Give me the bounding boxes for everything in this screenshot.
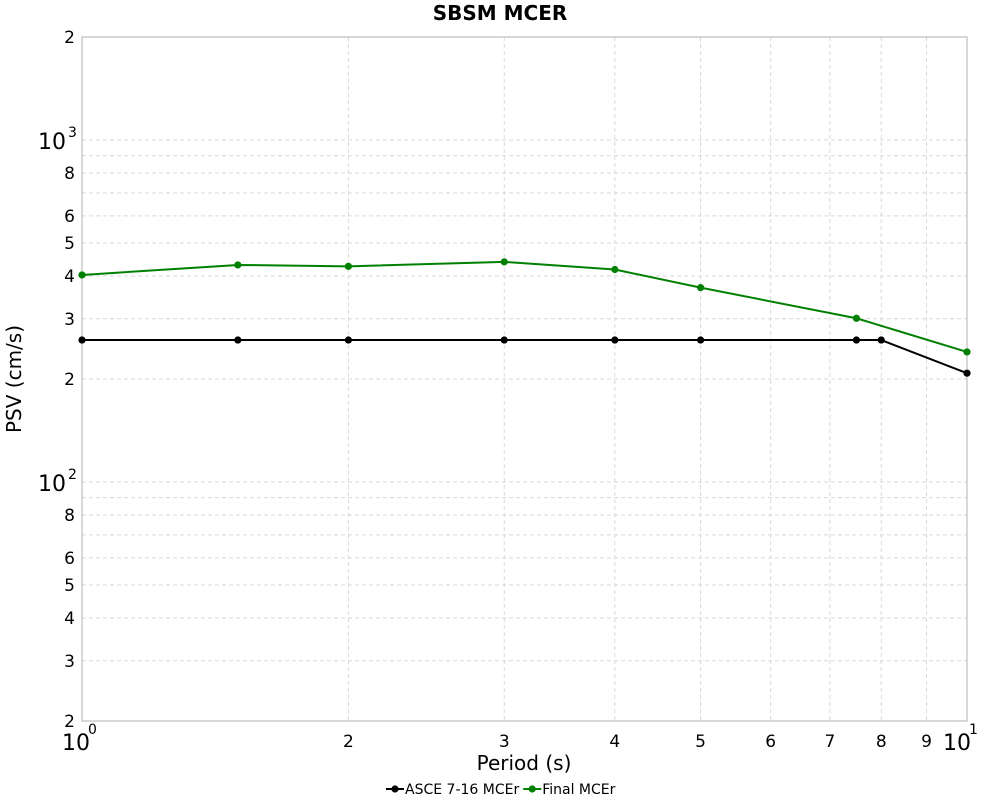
y-tick-label: 6 [64, 549, 75, 569]
x-tick-label: 7 [824, 732, 835, 752]
data-point-asce-7-16-mcer [611, 336, 619, 344]
y-tick-label: 2 [64, 28, 75, 48]
series-layer [78, 258, 971, 377]
data-point-asce-7-16-mcer [963, 369, 971, 377]
x-tick-label-major: 10 [943, 731, 971, 756]
series-line-asce-7-16-mcer [82, 339, 968, 375]
y-tick-label: 4 [64, 267, 75, 287]
y-tick-label: 4 [64, 609, 75, 629]
data-point-asce-7-16-mcer [344, 336, 353, 344]
x-tick-label: 5 [695, 732, 706, 752]
data-point-final-mcer [696, 284, 705, 292]
data-point-asce-7-16-mcer [877, 336, 885, 344]
y-tick-label: 2 [64, 370, 75, 390]
y-tick-label: 6 [64, 207, 75, 227]
x-tick-label-major: 10 [62, 731, 90, 756]
y-tick-label: 3 [64, 652, 75, 672]
x-axis-label: Period (s) [477, 751, 572, 775]
plot-frame [81, 36, 968, 722]
data-point-asce-7-16-mcer [500, 336, 508, 344]
data-point-final-mcer [344, 262, 353, 270]
data-point-final-mcer [963, 348, 971, 356]
data-point-asce-7-16-mcer [234, 336, 242, 344]
x-tick-label: 6 [765, 732, 776, 752]
y-tick-label: 5 [64, 234, 75, 254]
series-line-final-mcer [81, 260, 968, 353]
data-point-final-mcer [500, 258, 508, 266]
chart-title: SBSM MCER [433, 1, 568, 25]
x-tick-label-exponent: 0 [88, 722, 97, 738]
y-tick-label-major: 10 [38, 472, 66, 497]
data-point-asce-7-16-mcer [696, 336, 705, 344]
data-point-asce-7-16-mcer [78, 336, 86, 344]
x-tick-label: 3 [499, 732, 510, 752]
y-tick-label: 2 [64, 712, 75, 732]
y-tick-label: 3 [64, 310, 75, 330]
legend-swatch-marker-final-mcer [528, 785, 536, 793]
x-tick-label-exponent: 1 [969, 722, 978, 738]
legend-label-asce-7-16-mcer: ASCE 7-16 MCEr [405, 782, 519, 798]
y-tick-label: 5 [64, 576, 75, 596]
legend: ASCE 7-16 MCEr Final MCEr [386, 782, 616, 798]
data-point-final-mcer [78, 271, 86, 279]
y-axis-label: PSV (cm/s) [2, 325, 26, 433]
x-tick-label: 2 [343, 732, 354, 752]
y-tick-label-exponent: 2 [68, 467, 77, 483]
data-point-final-mcer [852, 314, 861, 322]
x-tick-label: 4 [609, 732, 620, 752]
x-tick-label: 8 [876, 732, 887, 752]
y-tick-label: 8 [64, 506, 75, 526]
y-tick-label-major: 10 [38, 130, 66, 155]
x-tick-label: 9 [921, 732, 932, 752]
y-tick-label: 8 [64, 164, 75, 184]
data-point-final-mcer [234, 261, 242, 269]
grid-layer [82, 37, 967, 721]
legend-label-final-mcer: Final MCEr [542, 782, 615, 798]
data-point-final-mcer [611, 265, 619, 274]
data-point-asce-7-16-mcer [852, 336, 861, 344]
y-tick-label-exponent: 3 [68, 125, 77, 141]
legend-swatch-marker-asce-7-16-mcer [391, 785, 399, 793]
